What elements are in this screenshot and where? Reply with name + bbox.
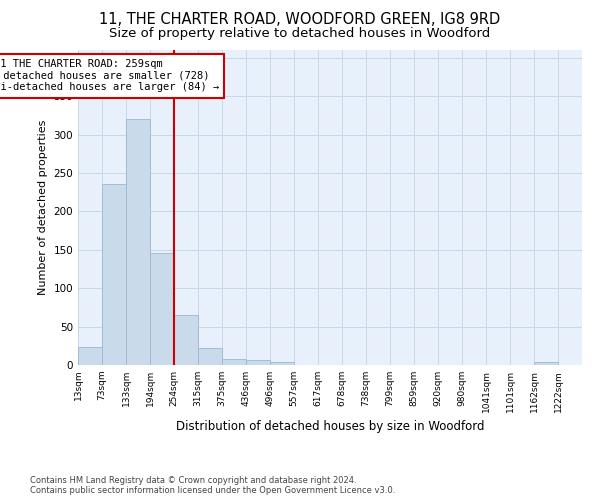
Bar xyxy=(174,315,198,365)
Y-axis label: Number of detached properties: Number of detached properties xyxy=(38,120,48,295)
Bar xyxy=(102,184,126,365)
Bar xyxy=(222,359,246,365)
Bar xyxy=(78,348,102,365)
Text: 11, THE CHARTER ROAD, WOODFORD GREEN, IG8 9RD: 11, THE CHARTER ROAD, WOODFORD GREEN, IG… xyxy=(100,12,500,28)
Text: Size of property relative to detached houses in Woodford: Size of property relative to detached ho… xyxy=(109,28,491,40)
Text: Contains HM Land Registry data © Crown copyright and database right 2024.
Contai: Contains HM Land Registry data © Crown c… xyxy=(30,476,395,495)
Bar xyxy=(270,362,294,365)
Bar xyxy=(126,119,150,365)
Bar xyxy=(198,348,222,365)
Bar xyxy=(246,360,270,365)
Bar xyxy=(534,362,558,365)
Text: 11 THE CHARTER ROAD: 259sqm
← 90% of detached houses are smaller (728)
10% of se: 11 THE CHARTER ROAD: 259sqm ← 90% of det… xyxy=(0,59,219,92)
Bar xyxy=(150,253,174,365)
X-axis label: Distribution of detached houses by size in Woodford: Distribution of detached houses by size … xyxy=(176,420,484,434)
